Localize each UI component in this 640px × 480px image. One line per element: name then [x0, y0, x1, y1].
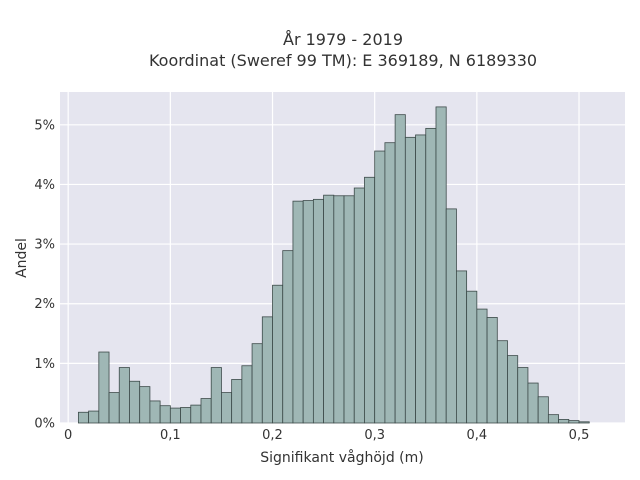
histogram-bar [364, 176, 376, 424]
x-tick-label: 0,4 [467, 428, 488, 443]
histogram-bar [272, 284, 284, 424]
histogram-bar [312, 198, 324, 424]
y-tick-label: 4% [34, 178, 55, 193]
histogram-bar [139, 386, 151, 424]
x-axis-label: Signifikant våghöjd (m) [260, 449, 423, 466]
histogram-bar [425, 127, 437, 424]
histogram-bar [486, 317, 498, 424]
histogram-bar [558, 419, 570, 424]
histogram-bar [180, 407, 192, 424]
histogram-bar [353, 187, 365, 424]
histogram-bar [221, 392, 233, 424]
histogram-bar [241, 365, 253, 424]
histogram-bar [159, 405, 171, 424]
y-tick-label: 2% [34, 297, 55, 312]
histogram-bar [374, 150, 386, 424]
histogram-bar [333, 195, 345, 424]
histogram-bar [200, 398, 212, 424]
histogram-bar [323, 194, 335, 424]
bars [77, 106, 590, 424]
histogram-bar [251, 343, 263, 424]
histogram-bar [343, 195, 355, 424]
x-tick-label: 0,5 [569, 428, 590, 443]
x-tick-labels: 0 0,1 0,2 0,3 0,4 0,5 [64, 428, 589, 443]
x-tick-label: 0,2 [262, 428, 283, 443]
histogram-bar [88, 410, 100, 424]
chart-title-line-1: År 1979 - 2019 [283, 30, 403, 49]
histogram-bar [476, 308, 488, 424]
histogram-bar [129, 380, 141, 424]
histogram-bar [578, 421, 590, 424]
histogram-bar [547, 414, 559, 424]
histogram-bar [384, 142, 396, 424]
histogram-bar [231, 379, 243, 424]
histogram-bar [77, 411, 90, 424]
histogram-bar [282, 250, 294, 424]
histogram-bar [394, 114, 406, 424]
histogram-bar [456, 270, 468, 424]
histogram-bar [169, 407, 181, 424]
chart-title-line-2: Koordinat (Sweref 99 TM): E 369189, N 61… [149, 51, 537, 70]
histogram-bar [98, 351, 110, 424]
histogram-bar [507, 355, 519, 424]
y-tick-label: 1% [34, 357, 55, 372]
x-tick-label: 0 [64, 428, 72, 443]
histogram-bar [435, 106, 447, 424]
histogram-bar [445, 208, 457, 424]
histogram-bar [149, 400, 161, 424]
histogram-bar [302, 200, 314, 424]
histogram-bar [415, 134, 427, 424]
x-tick-label: 0,1 [160, 428, 181, 443]
histogram-bar [568, 420, 580, 424]
histogram-bar [404, 136, 416, 424]
x-tick-label: 0,3 [364, 428, 385, 443]
histogram-bar [517, 367, 529, 424]
y-tick-label: 0% [34, 417, 55, 432]
histogram-bar [261, 316, 273, 424]
histogram-bar [496, 340, 508, 424]
histogram-bar [537, 396, 549, 424]
histogram-bar [108, 392, 120, 424]
histogram-bar [292, 200, 304, 424]
y-tick-labels: 0% 1% 2% 3% 4% 5% [34, 118, 55, 431]
histogram-bar [210, 367, 222, 424]
histogram-bar [118, 367, 130, 424]
y-axis-label: Andel [14, 238, 30, 278]
y-tick-label: 5% [34, 118, 55, 133]
y-tick-label: 3% [34, 238, 55, 253]
histogram-bar [190, 404, 202, 424]
histogram-bar [466, 290, 478, 424]
histogram-bar [527, 382, 539, 424]
